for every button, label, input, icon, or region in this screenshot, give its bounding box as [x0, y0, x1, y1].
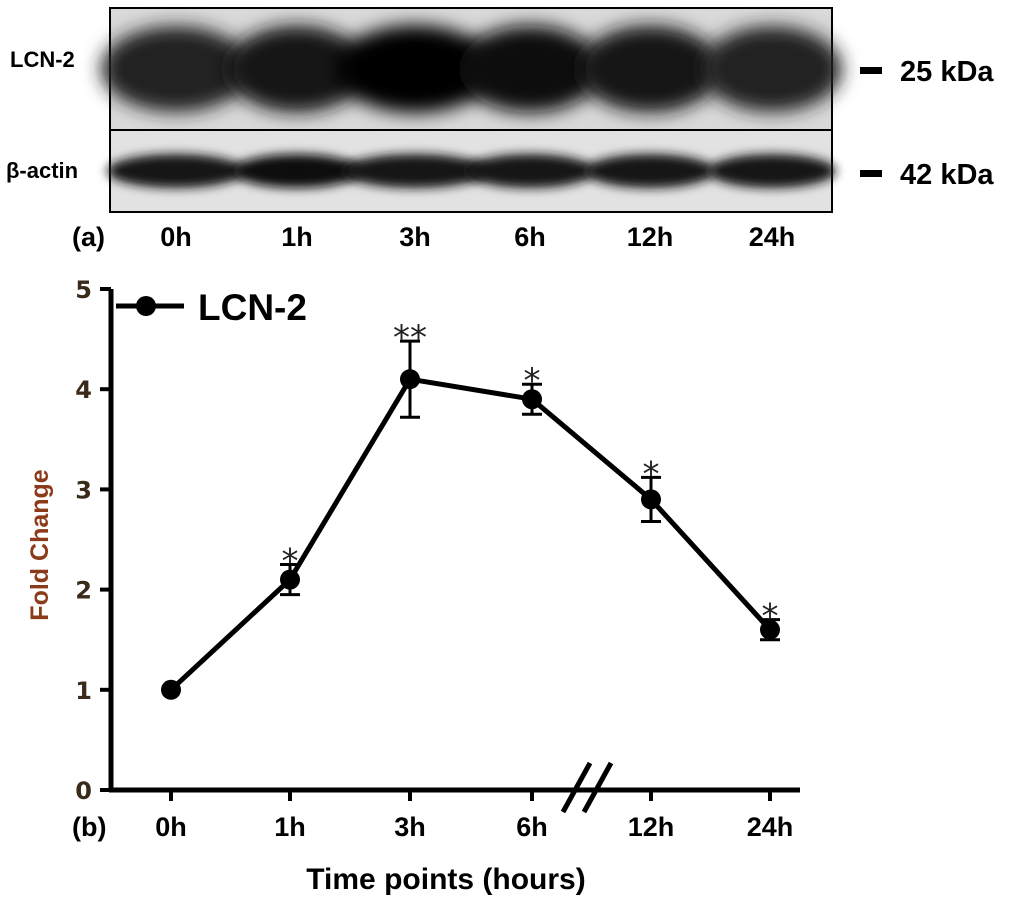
x-tick-label: 24h: [747, 812, 794, 842]
actin-band: [465, 154, 595, 188]
y-tick-label: 1: [75, 677, 92, 705]
x-tick-label: 0h: [155, 812, 187, 842]
lane-label-1h: 1h: [281, 222, 313, 252]
lane-label-6h: 6h: [514, 222, 546, 252]
x-tick-label: 1h: [274, 812, 306, 842]
legend-marker: [136, 296, 156, 316]
x-tick-label: 6h: [516, 812, 548, 842]
lane-label-24h: 24h: [749, 222, 796, 252]
series-line: [169, 376, 772, 692]
y-tick-label: 0: [75, 777, 92, 805]
actin-band: [107, 154, 245, 188]
x-tick-label: 12h: [628, 812, 675, 842]
blot-row-label-actin: β-actin: [6, 158, 78, 183]
blot-row-label-lcn2: LCN-2: [10, 47, 75, 72]
data-point: [641, 489, 661, 510]
marker-dash-25: [860, 67, 882, 74]
actin-band: [342, 154, 488, 188]
x-ticks: 0h 1h 3h 6h 12h 24h: [155, 790, 793, 842]
significance-marker: *: [524, 361, 541, 401]
legend: LCN-2: [116, 287, 307, 328]
y-tick-label: 5: [75, 276, 92, 304]
y-axis-label: Fold Change: [26, 469, 54, 620]
significance-marker: *: [643, 454, 660, 494]
y-tick-label: 2: [75, 577, 92, 605]
lane-label-12h: 12h: [627, 222, 674, 252]
panel-b-label: (b): [72, 812, 106, 842]
data-point: [522, 389, 542, 410]
lcn2-bands: [101, 25, 842, 113]
significance-marker: *: [282, 542, 299, 582]
marker-25kda: 25 kDa: [900, 56, 994, 88]
y-tick-label: 4: [75, 376, 92, 404]
actin-bands: [107, 154, 836, 188]
lcn2-band: [336, 25, 494, 113]
series-lcn2: ******: [161, 318, 780, 700]
lane-labels: 0h 1h 3h 6h 12h 24h: [160, 222, 795, 252]
panel-a-label: (a): [72, 222, 105, 252]
data-point: [161, 679, 181, 700]
x-axis-label: Time points (hours): [306, 863, 585, 896]
legend-label: LCN-2: [198, 287, 307, 328]
axis-break: [560, 761, 614, 814]
lcn2-band: [702, 26, 842, 112]
y-ticks: 0 1 2 3 4 5: [75, 276, 111, 805]
x-tick-label: 3h: [394, 812, 426, 842]
lane-label-0h: 0h: [160, 222, 192, 252]
actin-band: [233, 154, 361, 188]
data-point: [400, 369, 420, 390]
significance-marker: **: [393, 318, 427, 358]
marker-42kda: 42 kDa: [900, 159, 994, 191]
data-point: [280, 569, 300, 590]
actin-band: [708, 154, 836, 188]
lcn2-band: [459, 25, 601, 113]
significance-marker: *: [762, 597, 779, 637]
y-tick-label: 3: [75, 476, 92, 504]
data-point: [760, 619, 780, 640]
lcn2-band: [101, 26, 251, 112]
lcn2-band: [579, 25, 721, 113]
lcn2-band: [227, 25, 367, 113]
blot-panel: LCN-2 β-actin 25 kDa 42 kDa (a) 0h 1h 3h 6h…: [6, 7, 994, 252]
actin-band: [585, 154, 715, 188]
marker-dash-42: [860, 170, 882, 177]
lane-label-3h: 3h: [399, 222, 431, 252]
